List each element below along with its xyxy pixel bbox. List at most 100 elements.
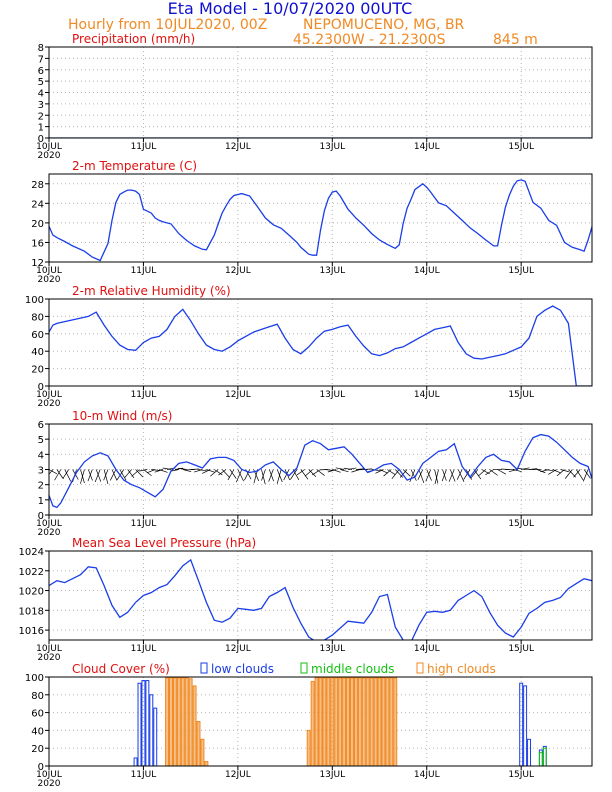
wind-arrow	[556, 469, 565, 477]
wind-arrow	[56, 469, 64, 480]
plot-area	[133, 677, 547, 766]
panel-5	[45, 550, 593, 644]
wind-arrow	[583, 469, 591, 479]
cloud-bar	[542, 747, 547, 766]
cloud-bar	[326, 677, 331, 766]
legend-swatch	[300, 662, 308, 674]
wind-arrow	[425, 469, 431, 482]
wind-arrow	[375, 469, 384, 474]
y-tick-label: 1018	[19, 606, 44, 617]
y-tick-label: 6	[38, 66, 44, 77]
wind-arrow	[178, 467, 187, 470]
wind-arrow	[253, 469, 258, 484]
wind-arrow	[560, 469, 569, 473]
wind-arrow	[296, 469, 305, 476]
wind-arrow	[261, 469, 266, 485]
x-tick-label: 13JUL	[319, 770, 345, 780]
y-tick-label: 40	[31, 347, 44, 358]
x-tick-label: 11JUL	[131, 770, 157, 780]
cloud-bar	[149, 694, 154, 766]
y-tick-label: 60	[31, 709, 44, 720]
wind-arrow	[327, 469, 337, 473]
cloud-bar	[176, 677, 181, 766]
y-tick-label: 1	[38, 496, 44, 507]
plot-area	[49, 433, 592, 509]
cloud-bar	[357, 677, 362, 766]
panel-2	[45, 173, 593, 266]
wind-arrow	[508, 469, 518, 473]
cloud-bar	[184, 677, 189, 766]
wind-arrow	[456, 469, 463, 480]
y-tick-label: 12	[31, 258, 44, 269]
x-tick-label: 12JUL	[225, 390, 251, 400]
x-tick-label: 12JUL	[225, 770, 251, 780]
y-tick-label: 5	[38, 77, 44, 88]
wind-arrow	[457, 469, 465, 482]
wind-arrow	[351, 469, 360, 473]
wind-arrow	[229, 469, 237, 479]
x-tick-label: 15JUL	[508, 644, 534, 654]
x-tick-label: 13JUL	[319, 644, 345, 654]
y-tick-label: 20	[31, 365, 44, 376]
plot-area	[49, 558, 592, 640]
series-line	[49, 179, 592, 262]
cloud-bar	[306, 729, 311, 766]
cloud-bar	[141, 680, 146, 766]
wind-arrow	[268, 469, 274, 482]
wind-arrow	[316, 469, 325, 476]
x-tick-year: 2020	[38, 779, 61, 789]
y-tick-label: 80	[31, 312, 44, 323]
wind-arrow	[402, 469, 411, 477]
cloud-bar	[180, 677, 185, 766]
plot-area	[49, 179, 592, 262]
x-tick-year: 2020	[38, 528, 61, 538]
wind-arrow	[146, 469, 156, 474]
y-tick-label: 40	[31, 726, 44, 737]
wind-arrow	[103, 469, 109, 481]
chart-title: Eta Model - 10/07/2020 00UTC	[168, 0, 413, 18]
wind-arrow	[103, 469, 109, 484]
wind-arrow	[111, 469, 118, 481]
wind-arrow	[237, 469, 244, 482]
wind-arrow	[221, 469, 231, 478]
wind-arrow	[62, 469, 69, 479]
y-tick-label: 1020	[19, 587, 44, 598]
x-tick-label: 14JUL	[414, 770, 440, 780]
wind-arrow	[371, 469, 381, 472]
x-tick-label: 15JUL	[508, 390, 534, 400]
y-tick-label: 1024	[19, 547, 44, 558]
panel-title: Mean Sea Level Pressure (hPa)	[72, 536, 256, 550]
y-tick-label: 1016	[19, 626, 44, 637]
x-tick-label: 10JUL	[36, 770, 62, 780]
wind-arrow	[202, 469, 211, 474]
wind-arrow	[399, 469, 408, 478]
x-tick-year: 2020	[38, 653, 61, 663]
cloud-bar	[137, 682, 142, 766]
wind-arrow	[162, 467, 172, 470]
wind-arrow	[80, 469, 85, 484]
x-tick-label: 10JUL	[36, 266, 62, 276]
x-tick-year: 2020	[38, 275, 61, 285]
panel-3	[45, 298, 593, 390]
wind-arrow	[210, 469, 219, 477]
y-tick-label: 1022	[19, 567, 44, 578]
wind-arrow	[214, 469, 223, 476]
wind-arrow	[450, 469, 456, 482]
x-tick-label: 10JUL	[36, 390, 62, 400]
cloud-bar	[153, 707, 158, 766]
wind-arrow	[391, 469, 400, 480]
panel-title: Cloud Cover (%)	[72, 662, 170, 676]
x-tick-label: 10JUL	[36, 644, 62, 654]
y-tick-label: 20	[31, 744, 44, 755]
wind-arrow	[379, 469, 389, 474]
x-tick-label: 14JUL	[414, 519, 440, 529]
plot-area	[49, 305, 592, 386]
series-line	[49, 305, 592, 386]
wind-arrow	[235, 469, 243, 483]
wind-arrow	[485, 469, 494, 476]
wind-arrow	[283, 469, 290, 481]
wind-arrow	[54, 469, 62, 481]
y-tick-label: 100	[25, 673, 44, 684]
x-tick-label: 12JUL	[225, 266, 251, 276]
wind-arrow	[441, 469, 447, 482]
